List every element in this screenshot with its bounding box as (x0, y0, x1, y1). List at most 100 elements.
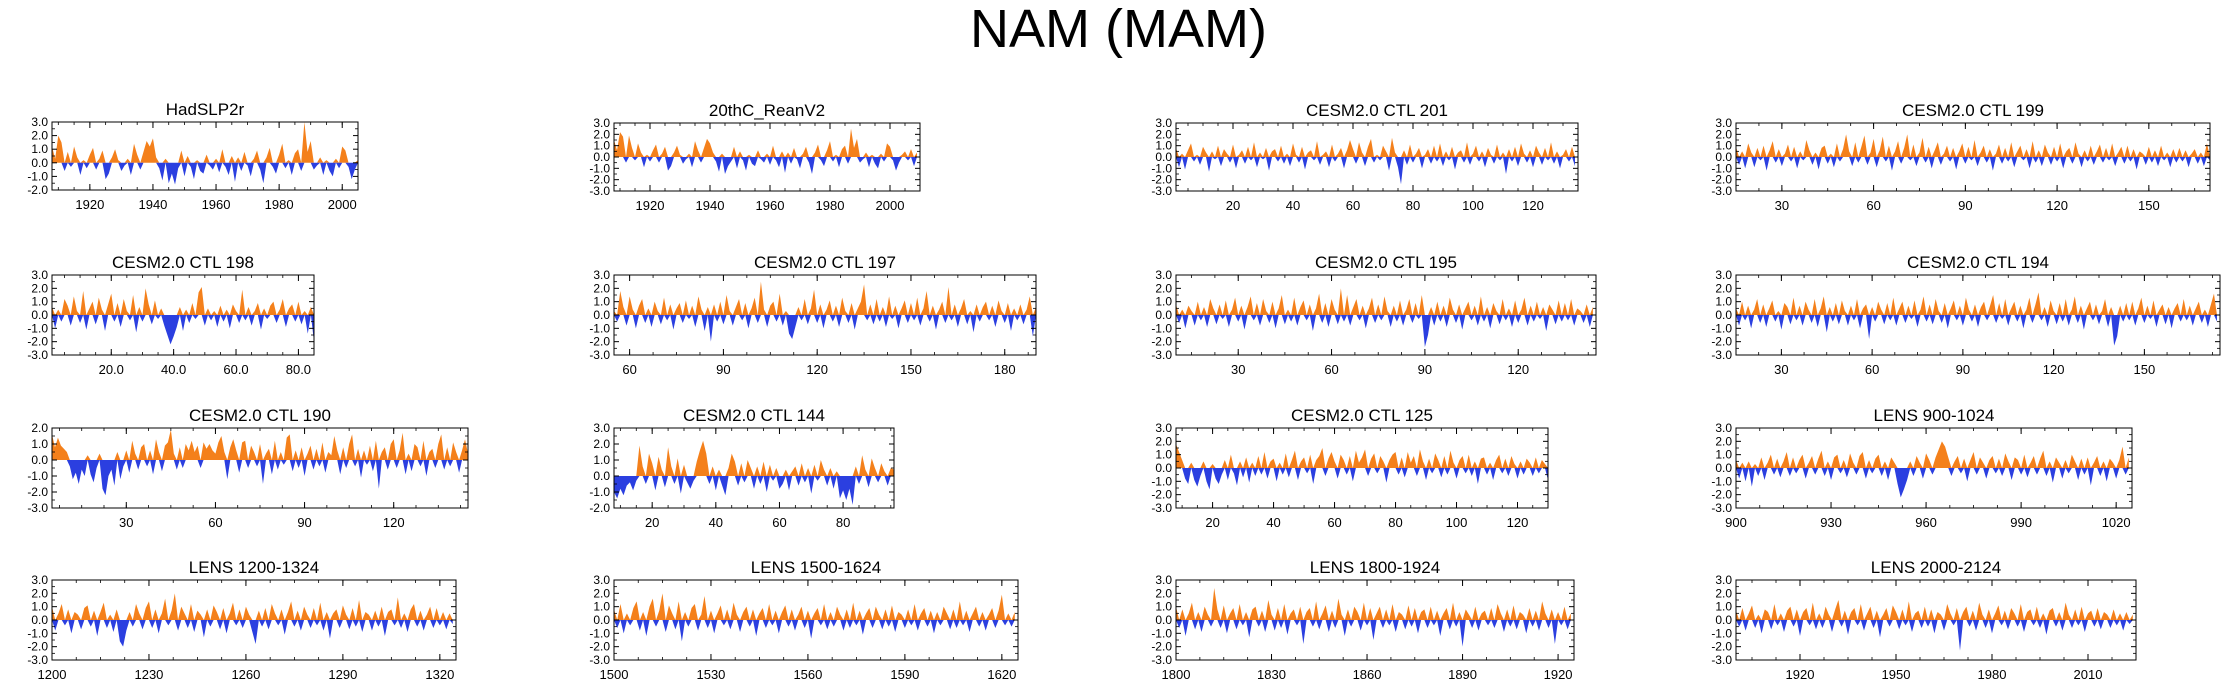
y-tick-label: -3.0 (1151, 653, 1172, 667)
x-tick-label: 40 (1286, 198, 1300, 213)
y-tick-label: -1.0 (1711, 321, 1732, 335)
y-tick-label: 0.0 (593, 150, 610, 164)
y-tick-label: -3.0 (27, 348, 48, 362)
x-tick-label: 1200 (38, 667, 67, 682)
y-tick-label: -2.0 (27, 335, 48, 349)
x-tick-label: 40.0 (161, 362, 186, 377)
panel-cesm2-0-ctl-125: -3.0-2.0-1.00.01.02.03.0 20 40 60 80 100 120 CE… (1151, 406, 1549, 530)
positive-anomaly-area (614, 128, 917, 157)
y-tick-label: 2.0 (31, 586, 48, 600)
panel-title: LENS 2000-2124 (1871, 558, 2001, 577)
x-tick-label: 60 (1324, 362, 1338, 377)
x-tick-label: 60 (1327, 515, 1341, 530)
x-tick-label: 60 (208, 515, 222, 530)
panel-cesm2-0-ctl-190: -3.0 -2.0 -1.0 0.0 1.0 2.0 30 60 90 120 CESM2.0 CT… (27, 406, 469, 530)
x-tick-label: 90 (297, 515, 311, 530)
y-tick-label: 1.0 (31, 142, 48, 156)
x-tick-label: 1890 (1448, 667, 1477, 682)
panel-title: CESM2.0 CTL 144 (683, 406, 825, 425)
y-tick-label: -2.0 (1151, 488, 1172, 502)
positive-anomaly-area (1736, 134, 2210, 157)
negative-anomaly-area (1736, 315, 2217, 346)
y-tick-label: -1.0 (1151, 626, 1172, 640)
y-tick-label: 0.0 (593, 613, 610, 627)
y-tick-label: -3.0 (1711, 501, 1732, 515)
x-tick-label: 60 (622, 362, 636, 377)
y-tick-label: 1.0 (31, 437, 48, 451)
y-tick-label: -3.0 (1151, 348, 1172, 362)
y-tick-label: 1.0 (1715, 600, 1732, 614)
y-tick-label: -2.0 (1151, 640, 1172, 654)
x-tick-label: 1800 (1162, 667, 1191, 682)
x-tick-label: 100 (1462, 198, 1484, 213)
x-tick-label: 1590 (890, 667, 919, 682)
y-tick-label: 0.0 (31, 613, 48, 627)
y-tick-label: 3.0 (1155, 116, 1172, 130)
y-tick-label: 3.0 (1715, 573, 1732, 587)
y-tick-label: 2.0 (31, 421, 48, 435)
panel-title: CESM2.0 CTL 198 (112, 253, 254, 272)
y-tick-label: -2.0 (1711, 335, 1732, 349)
y-tick-label: 1.0 (1155, 448, 1172, 462)
x-tick-label: 1860 (1353, 667, 1382, 682)
panel-20thc-reanv2: -3.0-2.0-1.00.01.02.03.0 1920 1940 1960 1980… (589, 101, 921, 213)
y-tick-label: -2.0 (589, 335, 610, 349)
y-tick-label: 1.0 (1715, 448, 1732, 462)
x-tick-label: 1980 (816, 198, 845, 213)
positive-anomaly-area (1176, 444, 1548, 468)
y-tick-label: 1.0 (1155, 600, 1172, 614)
negative-anomaly-area (1176, 315, 1593, 347)
x-tick-label: 1560 (793, 667, 822, 682)
panel-title: LENS 900-1024 (1874, 406, 1995, 425)
y-tick-label: 3.0 (31, 573, 48, 587)
x-tick-label: 900 (1725, 515, 1747, 530)
x-tick-label: 60 (1346, 198, 1360, 213)
y-tick-label: 3.0 (593, 573, 610, 587)
panel-lens-1200-1324: -3.0-2.0-1.00.01.02.03.0 1200 1230 1260 1290… (27, 558, 457, 682)
y-tick-label: -2.0 (1711, 173, 1732, 187)
panel-lens-1800-1924: -3.0-2.0-1.00.01.02.03.0 1800 1830 1860 1890… (1151, 558, 1575, 682)
positive-anomaly-area (52, 287, 314, 315)
x-tick-label: 1260 (231, 667, 260, 682)
y-tick-label: 3.0 (593, 421, 610, 435)
x-tick-label: 1920 (1544, 667, 1573, 682)
panel-cesm2-0-ctl-195: -3.0-2.0-1.00.01.02.03.0 30 60 90 120 CESM2.0… (1151, 253, 1597, 377)
positive-anomaly-area (614, 593, 1015, 620)
y-tick-label: -2.0 (1151, 173, 1172, 187)
x-tick-label: 2000 (328, 197, 357, 212)
y-tick-label: -3.0 (1151, 184, 1172, 198)
y-tick-label: 2.0 (1715, 281, 1732, 295)
y-tick-label: 3.0 (1155, 573, 1172, 587)
x-tick-label: 1830 (1257, 667, 1286, 682)
y-tick-label: -3.0 (589, 184, 610, 198)
y-tick-label: 2.0 (1155, 281, 1172, 295)
y-tick-label: 3.0 (1715, 116, 1732, 130)
panel-title: CESM2.0 CTL 197 (754, 253, 896, 272)
x-tick-label: 120 (2043, 362, 2065, 377)
x-tick-label: 20 (1226, 198, 1240, 213)
x-tick-label: 1020 (2102, 515, 2131, 530)
y-tick-label: 2.0 (31, 129, 48, 143)
y-tick-label: 0.0 (31, 308, 48, 322)
y-tick-label: -1.0 (589, 161, 610, 175)
y-tick-label: -3.0 (589, 348, 610, 362)
negative-anomaly-area (614, 620, 1015, 642)
x-tick-label: 1620 (987, 667, 1016, 682)
x-tick-label: 60 (1865, 362, 1879, 377)
y-tick-label: 0.0 (1155, 150, 1172, 164)
panel-lens-2000-2124: -3.0-2.0-1.00.01.02.03.0 1920 1950 1980 2010… (1711, 558, 2137, 682)
y-tick-label: 0.0 (1155, 613, 1172, 627)
figure-title: NAM (MAM) (970, 0, 1267, 59)
positive-anomaly-area (52, 593, 453, 620)
y-tick-label: -3.0 (1711, 348, 1732, 362)
x-tick-label: 120 (383, 515, 405, 530)
x-tick-label: 90 (1418, 362, 1432, 377)
panel-title: LENS 1500-1624 (751, 558, 881, 577)
y-tick-label: 1.0 (31, 295, 48, 309)
x-tick-label: 30 (1775, 198, 1789, 213)
y-tick-label: -2.0 (589, 501, 610, 515)
x-tick-label: 1960 (756, 198, 785, 213)
y-tick-label: 2.0 (593, 437, 610, 451)
panel-title: CESM2.0 CTL 199 (1902, 101, 2044, 120)
y-tick-label: -3.0 (27, 501, 48, 515)
